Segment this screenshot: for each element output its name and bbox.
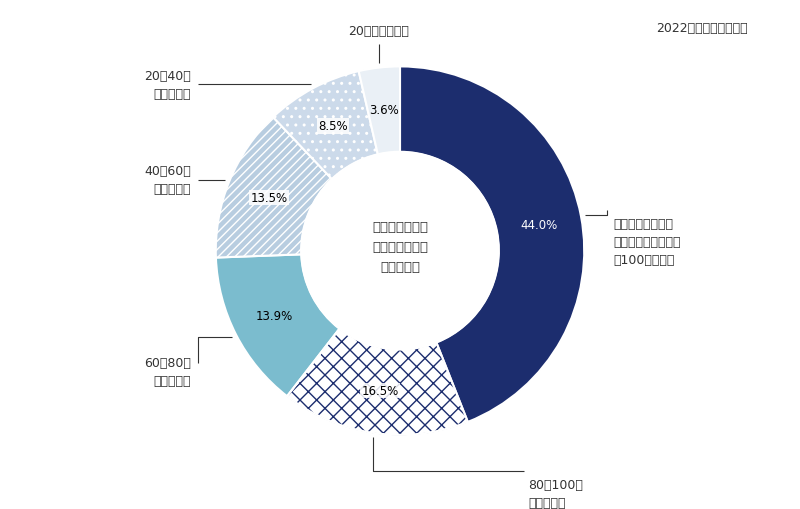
Wedge shape bbox=[216, 118, 332, 258]
Wedge shape bbox=[400, 67, 584, 422]
Text: 44.0%: 44.0% bbox=[521, 218, 558, 231]
Wedge shape bbox=[273, 72, 378, 180]
Text: 16.5%: 16.5% bbox=[362, 384, 398, 398]
Text: 80〜100％
未満の世帯: 80〜100％ 未満の世帯 bbox=[528, 477, 583, 508]
Wedge shape bbox=[358, 67, 400, 155]
Wedge shape bbox=[287, 329, 468, 435]
Wedge shape bbox=[216, 255, 339, 397]
Text: 13.9%: 13.9% bbox=[255, 309, 293, 322]
Text: 20〜40％
未満の世帯: 20〜40％ 未満の世帯 bbox=[144, 70, 191, 101]
Text: 40〜60％
未満の世帯: 40〜60％ 未満の世帯 bbox=[144, 165, 191, 195]
Text: 8.5%: 8.5% bbox=[318, 120, 348, 133]
Circle shape bbox=[301, 153, 499, 350]
Text: 公的年金・恩給の
総所得に占める割合
が100％の世帯: 公的年金・恩給の 総所得に占める割合 が100％の世帯 bbox=[614, 217, 681, 266]
Text: 20％未満の世帯: 20％未満の世帯 bbox=[348, 25, 409, 38]
Text: 公的年金・恩給
を受給している
高齢者世帯: 公的年金・恩給 を受給している 高齢者世帯 bbox=[372, 220, 428, 273]
Text: 3.6%: 3.6% bbox=[369, 104, 399, 117]
Text: 2022（令和４）年調査: 2022（令和４）年調査 bbox=[657, 22, 748, 36]
Text: 13.5%: 13.5% bbox=[250, 191, 287, 205]
Text: 60〜80％
未満の世帯: 60〜80％ 未満の世帯 bbox=[144, 356, 191, 387]
